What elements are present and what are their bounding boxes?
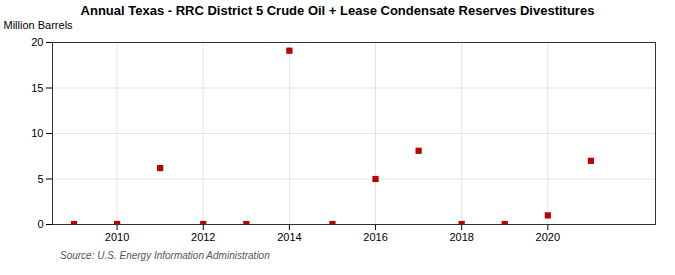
svg-text:15: 15 bbox=[31, 82, 43, 94]
svg-text:2016: 2016 bbox=[363, 231, 387, 243]
html-text:Source: U.S. Energy Informatio: Source: U.S. Energy Information Administ… bbox=[60, 250, 270, 261]
svg-text:5: 5 bbox=[37, 173, 43, 185]
svg-text:2020: 2020 bbox=[536, 231, 560, 243]
html-text:Annual Texas - RRC District 5: Annual Texas - RRC District 5 Crude Oil … bbox=[80, 3, 595, 18]
svg-text:2014: 2014 bbox=[277, 231, 301, 243]
svg-text:10: 10 bbox=[31, 127, 43, 139]
svg-text:Million Barrels: Million Barrels bbox=[4, 19, 74, 31]
svg-text:20: 20 bbox=[31, 36, 43, 48]
svg-text:2010: 2010 bbox=[105, 231, 129, 243]
svg-text:2018: 2018 bbox=[449, 231, 473, 243]
svg-text:0: 0 bbox=[37, 218, 43, 230]
svg-text:2012: 2012 bbox=[191, 231, 215, 243]
